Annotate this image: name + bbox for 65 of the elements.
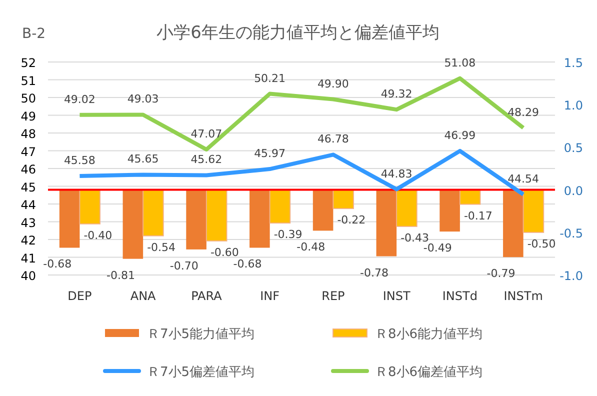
y-tick-label: 42 — [20, 234, 36, 248]
data-label: 51.08 — [444, 56, 476, 70]
data-label: 46.99 — [444, 128, 476, 142]
data-label: 44.54 — [508, 172, 540, 186]
data-label: 49.02 — [64, 92, 96, 106]
y2-tick-label: -0.5 — [560, 226, 583, 240]
y-tick-label: 45 — [20, 180, 36, 194]
y-tick-label: 40 — [20, 269, 36, 283]
data-label: -0.40 — [84, 228, 112, 242]
text: B-2 — [22, 26, 46, 42]
data-label: 47.07 — [190, 128, 222, 141]
data-label: 45.65 — [127, 152, 159, 166]
y2-tick-label: -1.0 — [560, 269, 583, 283]
y2-tick-label: 1.5 — [564, 56, 583, 70]
y-tick-label: 50 — [20, 92, 36, 106]
data-label: -0.79 — [486, 267, 516, 280]
y2-tick-label: 0.0 — [564, 184, 583, 198]
data-label: 48.29 — [508, 106, 540, 119]
data-label: -0.68 — [43, 258, 72, 271]
y-tick-label: 46 — [20, 162, 36, 176]
data-label: -0.81 — [106, 268, 136, 282]
y-tick-label: 43 — [20, 216, 36, 230]
data-label: -0.43 — [400, 231, 430, 244]
chart-title: 小学6年生の能力値平均と偏差値平均 — [156, 23, 440, 43]
data-label: -0.50 — [527, 237, 556, 250]
x-tick-label: INF — [260, 289, 280, 303]
data-label: -0.48 — [296, 240, 326, 254]
data-label: -0.54 — [147, 240, 176, 254]
y-tick-label: 52 — [20, 56, 36, 70]
y-tick-label: 44 — [20, 198, 36, 212]
x-tick-label: INSTm — [504, 289, 543, 303]
legend-label: Ｒ7小5能力値平均 — [147, 327, 255, 342]
legend-label: Ｒ8小6偏差値平均 — [375, 365, 483, 380]
x-tick-label: INST — [382, 289, 411, 303]
data-label: -0.70 — [170, 259, 198, 272]
data-label: -0.60 — [210, 246, 239, 259]
data-label: 50.21 — [254, 72, 286, 85]
data-label: 49.90 — [317, 77, 349, 90]
y-tick-label: 47 — [20, 144, 36, 159]
y-tick-label: 41 — [20, 251, 36, 266]
data-label: -0.39 — [274, 228, 302, 242]
data-label: 44.83 — [380, 167, 412, 180]
y2-tick-label: 0.5 — [564, 141, 583, 156]
data-label: 45.97 — [254, 147, 286, 160]
legend-label: Ｒ7小5偏差値平均 — [147, 365, 255, 380]
data-label: -0.68 — [233, 258, 262, 271]
data-label: 45.62 — [190, 153, 222, 166]
y-tick-label: 48 — [20, 127, 36, 141]
x-tick-label: INSTd — [442, 289, 478, 303]
data-label: 46.78 — [317, 132, 349, 146]
y2-tick-label: 1.0 — [564, 98, 583, 113]
data-label: -0.78 — [360, 266, 389, 280]
y-tick-label: 51 — [20, 74, 36, 88]
legend-label: Ｒ8小6能力値平均 — [375, 327, 483, 342]
data-label: -0.22 — [337, 214, 366, 227]
y-tick-label: 49 — [20, 109, 36, 124]
x-tick-label: ANA — [130, 289, 157, 303]
data-label: 49.32 — [380, 88, 412, 101]
data-label: -0.17 — [464, 209, 492, 222]
x-tick-label: DEP — [68, 289, 92, 303]
data-label: 45.58 — [64, 154, 96, 167]
x-tick-label: PARA — [191, 289, 223, 303]
data-label: -0.49 — [423, 242, 452, 255]
x-tick-label: REP — [322, 289, 345, 303]
data-label: 49.03 — [127, 92, 159, 106]
